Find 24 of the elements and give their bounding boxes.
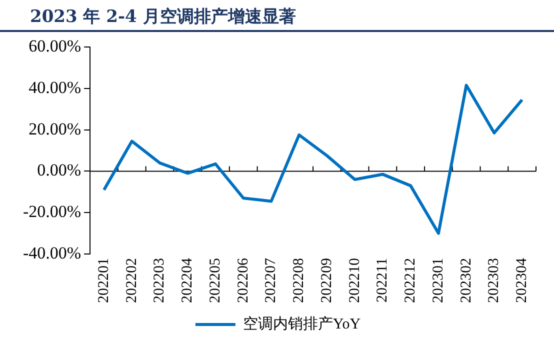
x-tick-label: 202207	[263, 258, 280, 303]
y-tick-label: 60.00%	[28, 36, 82, 56]
y-tick-label: -20.00%	[22, 202, 82, 222]
x-tick-label: 202301	[430, 258, 446, 303]
x-tick-label: 202211	[374, 258, 391, 302]
x-tick-label: 202304	[514, 258, 530, 303]
x-tick-label: 202212	[402, 258, 419, 303]
x-tick-label: 202202	[124, 258, 140, 303]
y-tick-label: 20.00%	[28, 119, 82, 138]
y-tick-label: -40.00%	[22, 243, 82, 262]
chart-title: 2023 年 2-4 月空调排产增速显著	[0, 0, 554, 32]
x-tick-label: 202302	[458, 258, 474, 303]
x-tick-label: 202203	[152, 258, 168, 303]
x-tick-label: 202208	[291, 258, 308, 303]
x-tick-label: 202201	[96, 258, 112, 303]
x-tick-label: 202303	[486, 258, 502, 303]
y-tick-label: 40.00%	[28, 78, 82, 97]
y-tick-label: 0.00%	[37, 160, 82, 180]
x-tick-label: 202206	[235, 258, 252, 303]
legend-label: 空调内销排产YoY	[242, 315, 361, 332]
x-tick-label: 202210	[346, 258, 363, 303]
x-tick-label: 202204	[180, 258, 196, 303]
x-tick-label: 202205	[207, 258, 224, 303]
x-tick-label: 202209	[318, 258, 335, 303]
